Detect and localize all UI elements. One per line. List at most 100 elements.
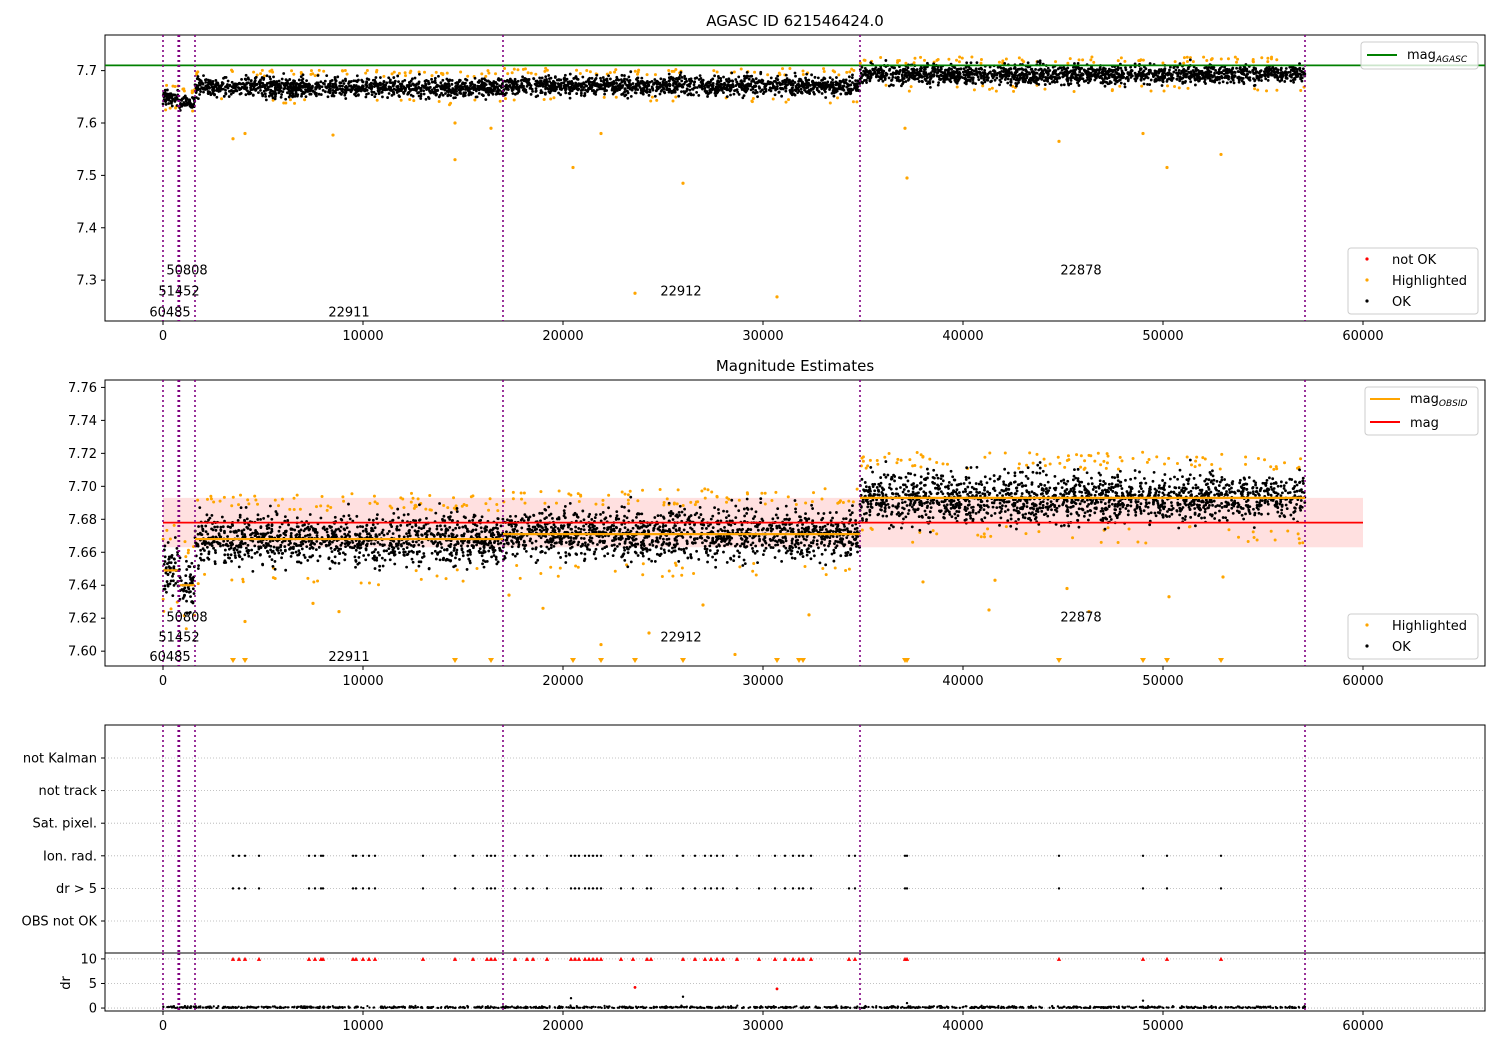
ok-point — [367, 92, 370, 95]
ok-point — [473, 83, 477, 87]
ok-point — [572, 77, 576, 80]
ok-point — [1231, 67, 1234, 71]
ok-point — [598, 87, 602, 91]
ok-point — [226, 86, 230, 90]
ok-point — [172, 565, 176, 569]
highlighted-point — [552, 96, 556, 100]
ok-point — [1052, 79, 1056, 83]
ok-point — [748, 84, 752, 88]
highlighted-point — [1042, 457, 1046, 461]
highlighted-point — [941, 462, 945, 466]
highlighted-point — [392, 70, 396, 74]
ok-point — [688, 79, 691, 83]
highlighted-point — [196, 582, 200, 586]
ok-point — [459, 86, 463, 90]
ok-point — [1062, 67, 1066, 70]
ok-point — [805, 72, 809, 76]
highlighted-point — [290, 69, 294, 73]
ok-point — [274, 86, 278, 90]
highlighted-point — [367, 581, 371, 585]
ok-point — [985, 78, 989, 82]
highlighted-point — [899, 458, 903, 462]
ok-point — [191, 104, 194, 108]
ok-point — [1024, 79, 1028, 82]
ok-point — [315, 94, 318, 98]
ok-point — [607, 74, 610, 78]
ok-point — [1033, 73, 1036, 77]
highlighted-point — [947, 57, 951, 61]
ok-point — [1075, 78, 1079, 82]
ok-point — [373, 84, 377, 88]
ok-point — [520, 82, 524, 85]
ok-point — [1105, 72, 1109, 76]
highlighted-point — [812, 491, 816, 495]
ok-point — [215, 87, 219, 90]
ok-point — [1156, 78, 1160, 82]
ok-point — [594, 76, 598, 80]
ok-point — [1177, 71, 1181, 75]
highlighted-point — [1185, 55, 1189, 59]
ok-point — [450, 79, 454, 82]
ok-point — [397, 94, 401, 98]
ok-point — [307, 86, 311, 90]
highlighted-point — [601, 503, 605, 507]
ok-point — [198, 83, 202, 87]
ok-point — [773, 93, 777, 97]
ok-point — [888, 67, 892, 71]
ok-point — [477, 84, 481, 88]
ok-point — [185, 559, 188, 563]
highlighted-point — [1299, 457, 1303, 461]
ok-point — [245, 81, 249, 85]
ok-point — [162, 91, 166, 95]
highlighted-point — [1266, 56, 1270, 60]
highlighted-point — [662, 500, 666, 504]
ok-point — [191, 587, 195, 591]
ok-point — [717, 84, 721, 88]
highlighted-point — [692, 572, 696, 576]
ok-point — [1074, 67, 1078, 71]
highlighted-point — [408, 71, 412, 75]
highlighted-point — [165, 83, 169, 87]
ok-point — [981, 71, 985, 75]
ok-point — [1189, 80, 1193, 84]
ok-point — [879, 67, 883, 71]
ok-point — [801, 85, 805, 89]
ok-point — [172, 583, 176, 587]
highlighted-point — [408, 98, 412, 102]
ok-point — [615, 81, 618, 85]
ok-point — [1119, 66, 1123, 70]
ok-point — [187, 587, 191, 591]
ok-point — [364, 95, 368, 99]
ok-point — [1064, 73, 1067, 77]
ok-point — [1227, 77, 1230, 81]
ok-point — [199, 90, 203, 94]
ok-point — [891, 75, 895, 79]
ok-point — [273, 97, 277, 101]
highlighted-point — [1028, 451, 1032, 455]
ok-point — [662, 78, 666, 82]
highlighted-point — [1297, 465, 1301, 469]
ok-point — [264, 88, 268, 92]
ok-point — [1193, 78, 1197, 82]
ok-point — [842, 80, 846, 84]
ok-point — [1236, 70, 1240, 73]
highlighted-point — [665, 497, 669, 501]
highlighted-point — [461, 579, 465, 583]
highlighted-point — [1022, 60, 1026, 64]
ok-point — [309, 92, 313, 96]
highlighted-point — [423, 70, 427, 74]
ok-point — [287, 95, 291, 99]
ok-point — [164, 571, 168, 575]
ok-point — [979, 76, 983, 80]
highlighted-point — [628, 489, 632, 493]
highlighted-point — [317, 68, 321, 72]
highlighted-point — [253, 494, 257, 498]
ok-point — [641, 89, 645, 93]
ok-point — [354, 94, 358, 98]
ok-point — [326, 95, 330, 99]
highlighted-point — [231, 495, 235, 499]
ok-point — [1014, 69, 1018, 72]
highlighted-point — [1173, 60, 1177, 64]
ok-point — [1183, 75, 1187, 78]
ok-point — [790, 80, 793, 84]
